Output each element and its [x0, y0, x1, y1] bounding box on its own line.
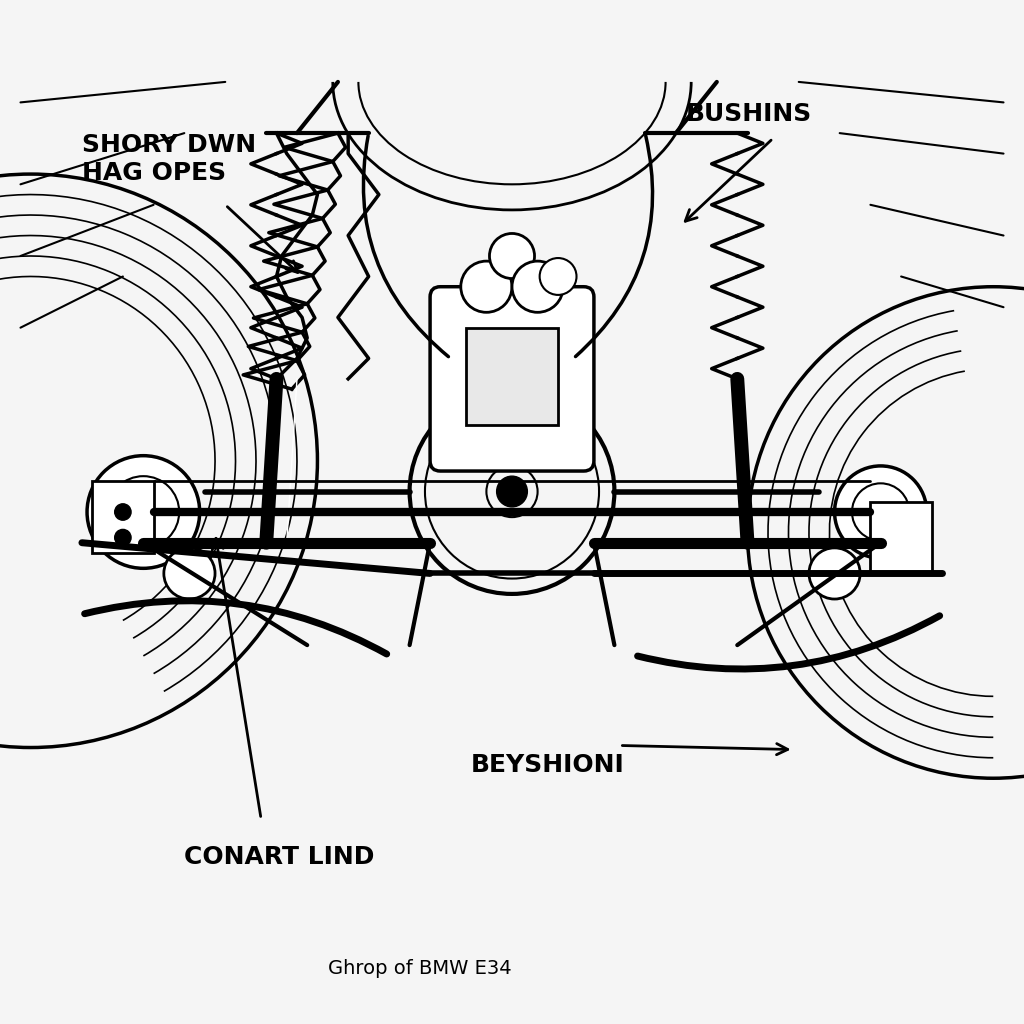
Circle shape	[512, 261, 563, 312]
Circle shape	[835, 466, 927, 558]
FancyBboxPatch shape	[430, 287, 594, 471]
Bar	[870, 502, 932, 573]
Text: Ghrop of BMW E34: Ghrop of BMW E34	[328, 958, 511, 978]
Circle shape	[115, 504, 131, 520]
Bar	[466, 328, 558, 425]
Text: BUSHINS: BUSHINS	[686, 102, 812, 126]
Circle shape	[540, 258, 577, 295]
Text: BEYSHIONI: BEYSHIONI	[471, 753, 625, 776]
Bar	[92, 481, 154, 553]
Circle shape	[461, 261, 512, 312]
Circle shape	[164, 548, 215, 599]
Circle shape	[497, 476, 527, 507]
Text: CONART LIND: CONART LIND	[184, 845, 375, 868]
Circle shape	[87, 456, 200, 568]
Text: SHORY DWN
HAG OPES: SHORY DWN HAG OPES	[82, 133, 256, 185]
Circle shape	[489, 233, 535, 279]
Circle shape	[809, 548, 860, 599]
Circle shape	[115, 529, 131, 546]
